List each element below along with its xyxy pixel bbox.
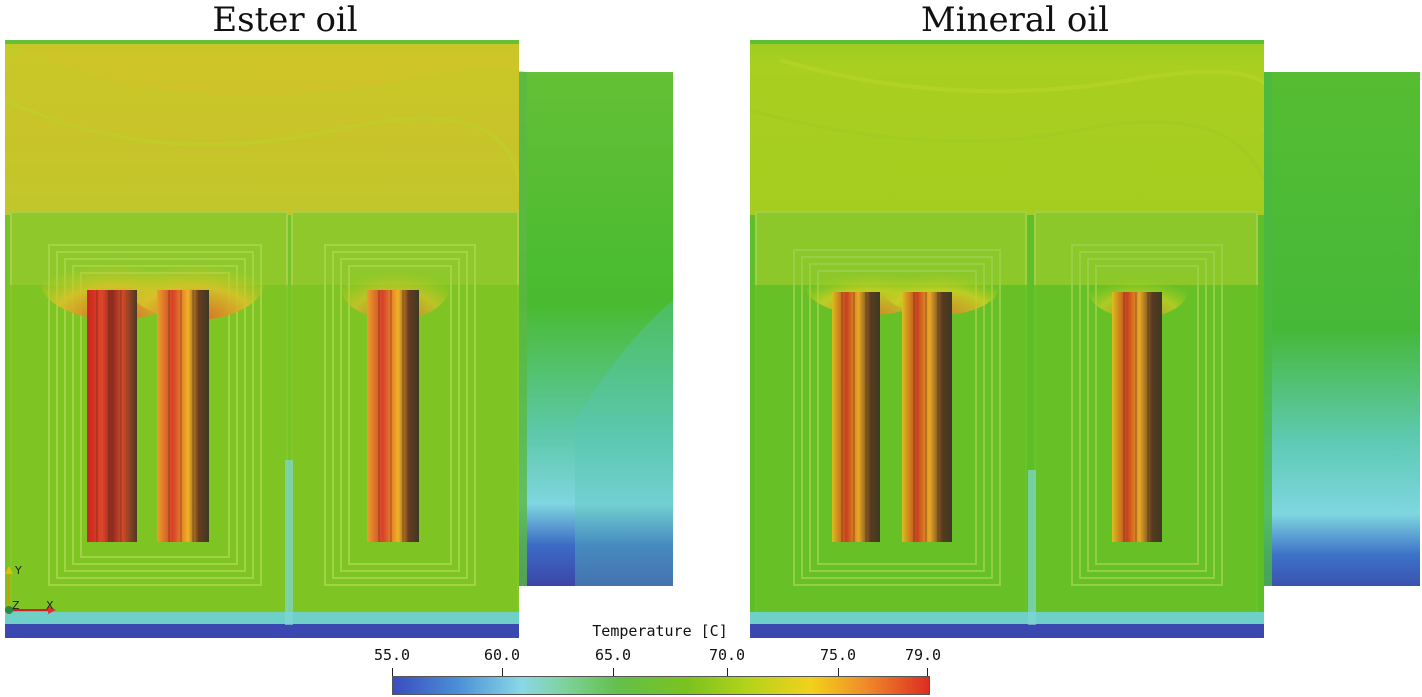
colorbar-tick-mark <box>502 668 503 678</box>
axes-triad: Y Z X <box>5 564 56 614</box>
colorbar-tick-mark <box>838 668 839 678</box>
ester-oil-temperature-field <box>5 40 673 638</box>
colorbar-tick-label: 79.0 <box>904 646 942 664</box>
title-ester-oil: Ester oil <box>212 0 358 40</box>
colorbar-title: Temperature [C] <box>592 622 728 640</box>
colorbar-tick-mark <box>927 668 928 678</box>
y-axis-arrow <box>5 566 13 574</box>
temperature-colorbar <box>392 676 930 695</box>
y-axis-label: Y <box>14 564 22 577</box>
colorbar-tick-mark <box>392 668 393 678</box>
colorbar-tick-label: 75.0 <box>819 646 857 664</box>
colorbar-tick-label: 70.0 <box>708 646 746 664</box>
x-axis-arrow <box>48 606 56 614</box>
colorbar-tick-label: 60.0 <box>483 646 521 664</box>
z-axis-dot <box>5 606 13 614</box>
colorbar-tick-mark <box>613 668 614 678</box>
x-axis-label: X <box>46 599 54 612</box>
mineral-oil-temperature-field <box>750 40 1420 638</box>
colorbar-tick-mark <box>727 668 728 678</box>
colorbar-tick-label: 55.0 <box>373 646 411 664</box>
colorbar-tick-label: 65.0 <box>594 646 632 664</box>
z-axis-label: Z <box>12 599 20 612</box>
title-mineral-oil: Mineral oil <box>920 0 1110 40</box>
